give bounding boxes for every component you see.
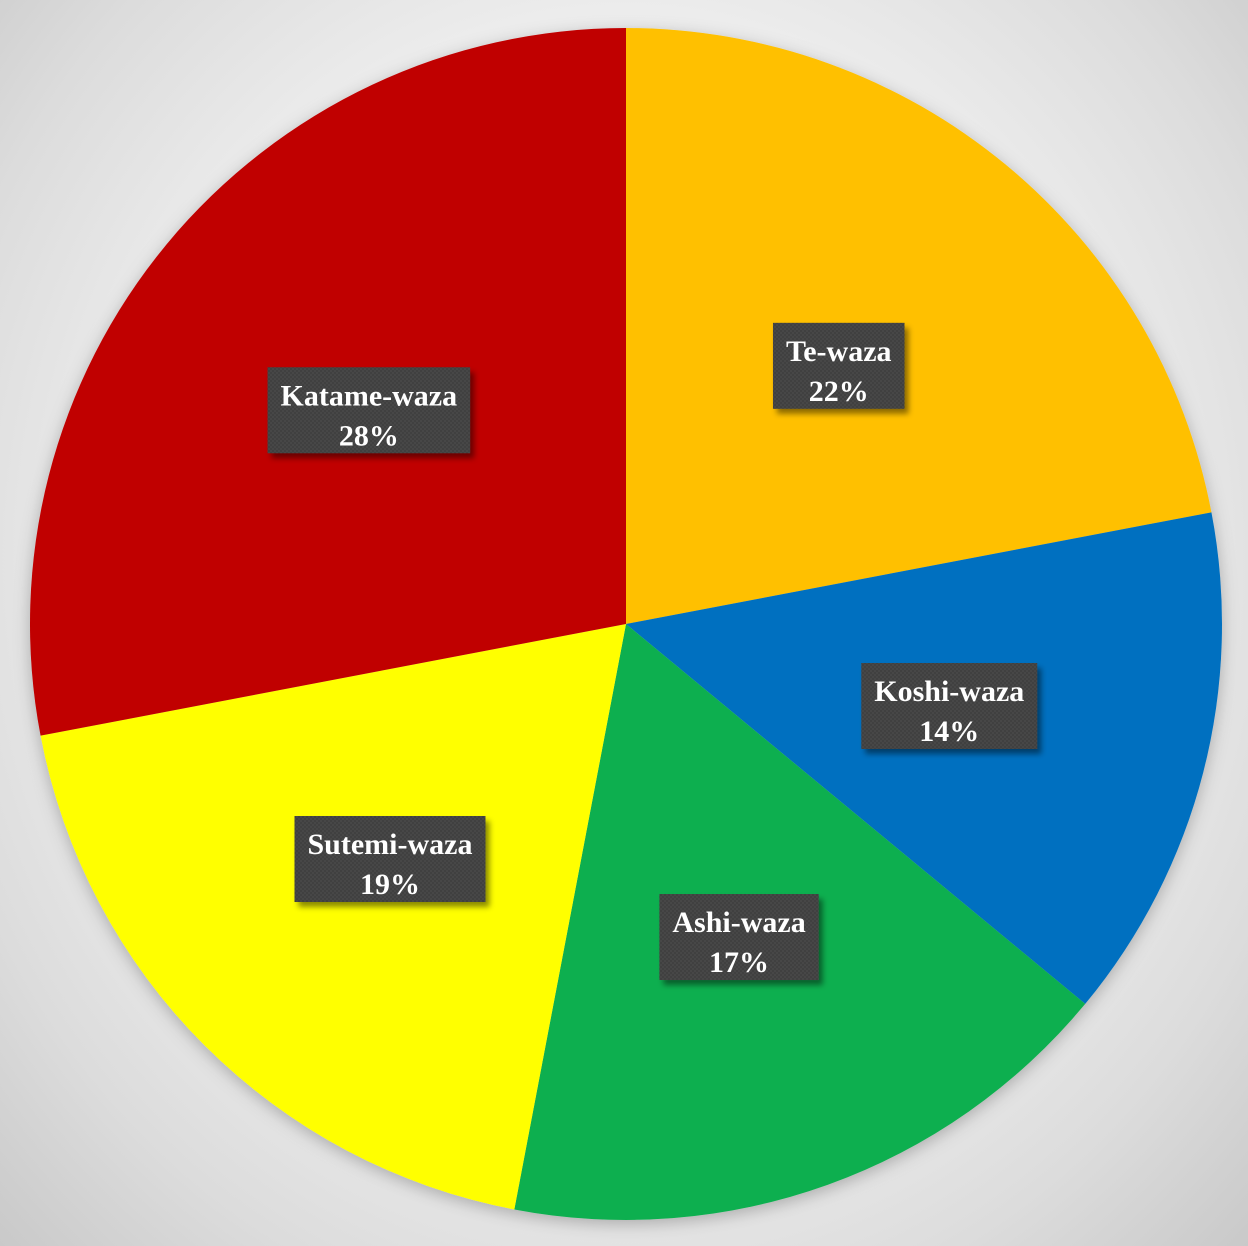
slice-value-katame-waza: 28% [339,419,399,452]
pie-data-labels: Te-waza 22% Koshi-waza 14% Ashi-waza 17% Sutem… [267,322,1038,981]
slice-value-koshi-waza: 14% [919,715,979,748]
pie-slices [29,28,1222,1220]
data-label-ashi-waza: Ashi-waza 17% [659,894,819,981]
label-box-katame-waza [267,367,471,454]
pie-slice-te-waza [626,28,1212,624]
pie-slice-sutemi-waza [40,624,626,1210]
slice-value-te-waza: 22% [809,375,869,408]
data-label-te-waza: Te-waza 22% [772,322,905,409]
label-box-sutemi-waza [294,816,486,903]
slice-label-katame-waza: Katame-waza [281,379,458,412]
slice-value-ashi-waza: 17% [709,946,769,979]
slice-label-koshi-waza: Koshi-waza [874,675,1024,708]
label-box-te-waza [772,322,905,409]
pie-slice-koshi-waza [626,512,1222,1004]
data-label-sutemi-waza: Sutemi-waza 19% [294,816,486,903]
slice-label-te-waza: Te-waza [786,335,892,368]
label-box-ashi-waza [659,894,819,981]
data-label-katame-waza: Katame-waza 28% [267,367,471,454]
label-box-koshi-waza [861,663,1038,750]
slice-label-sutemi-waza: Sutemi-waza [308,828,473,861]
data-label-koshi-waza: Koshi-waza 14% [861,663,1038,750]
slice-label-ashi-waza: Ashi-waza [672,906,805,939]
slice-value-sutemi-waza: 19% [360,868,420,901]
